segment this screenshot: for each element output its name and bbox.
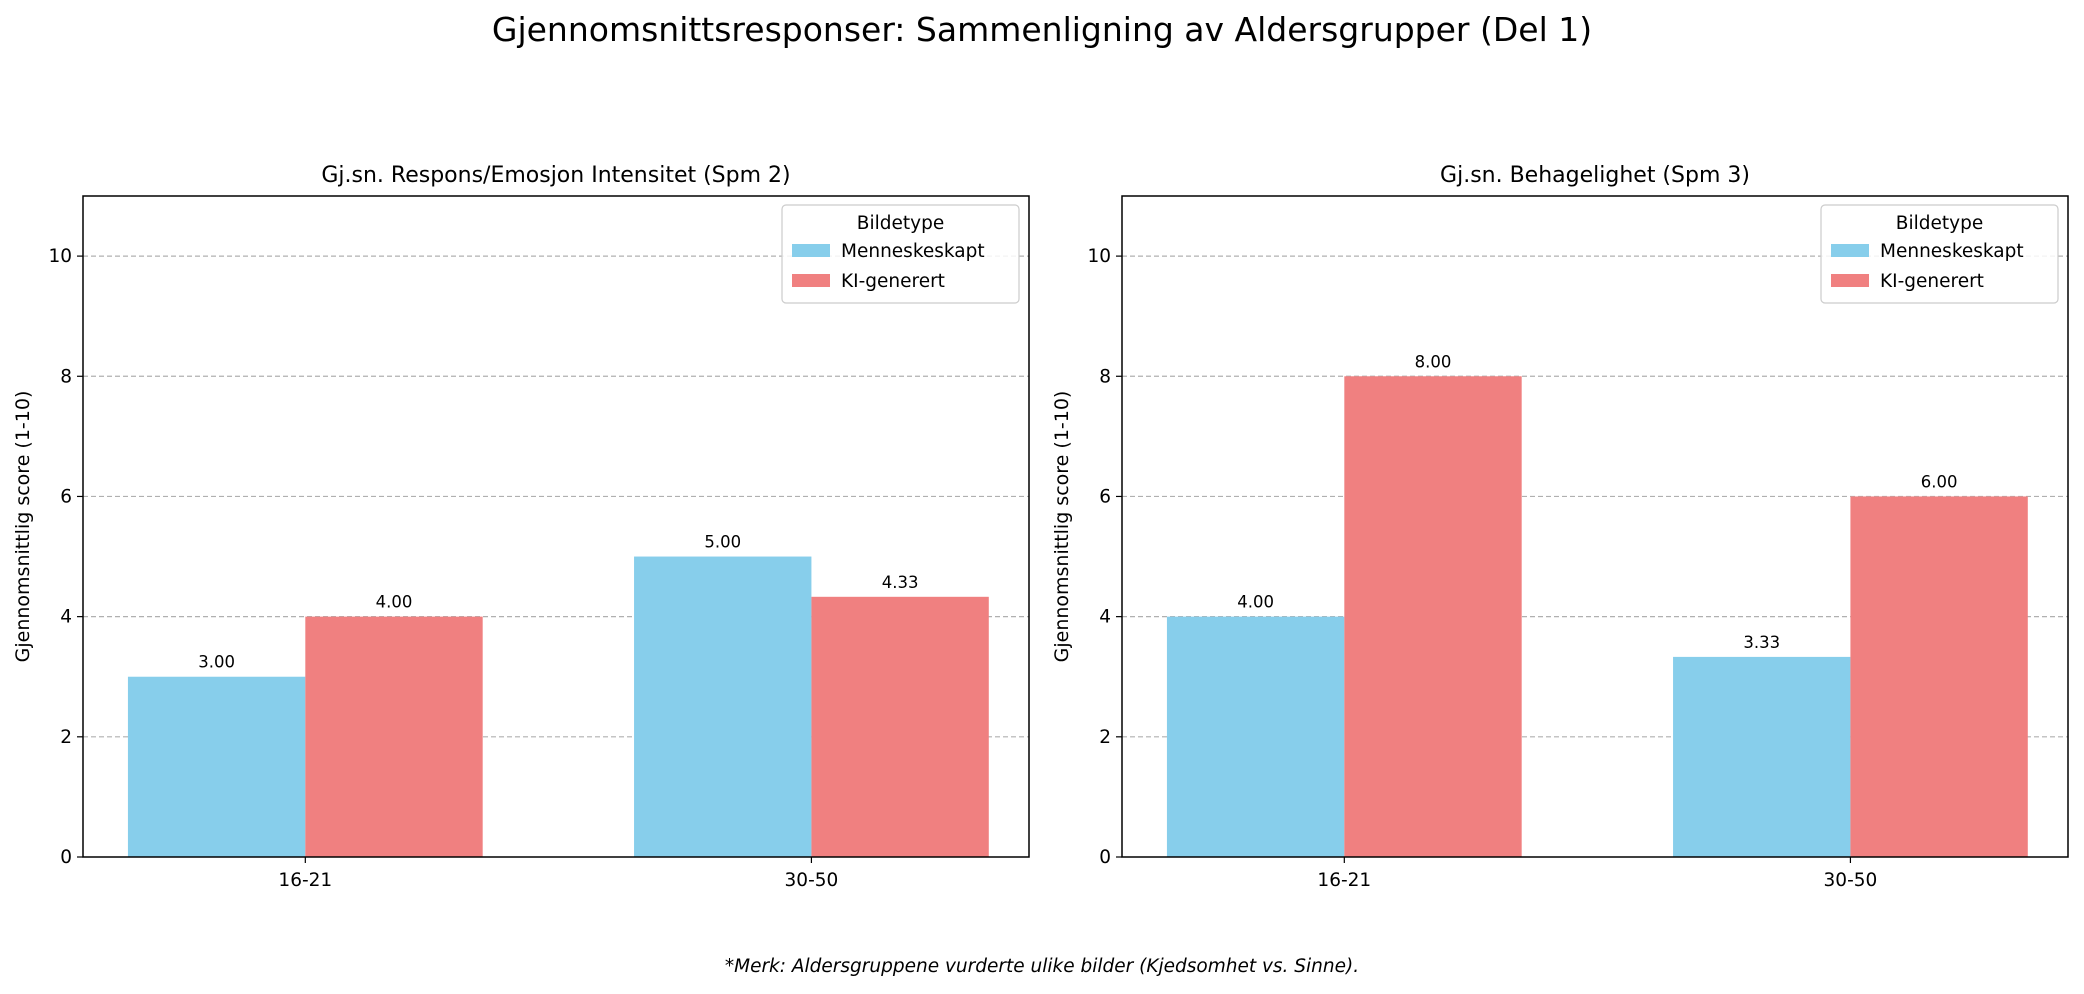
- y-tick-label: 4: [1099, 607, 1111, 628]
- y-tick-label: 0: [1099, 847, 1111, 868]
- legend-swatch: [1831, 244, 1869, 257]
- bar-value-label: 4.00: [1237, 593, 1274, 612]
- x-tick-label: 30-50: [1824, 870, 1878, 891]
- bar-ki-generert-30-50: [811, 596, 989, 857]
- chart-title: Gj.sn. Respons/Emosjon Intensitet (Spm 2…: [321, 163, 790, 188]
- bar-value-label: 4.00: [376, 593, 413, 612]
- legend-label: KI-generert: [1880, 271, 1984, 292]
- figure-title: Gjennomsnittsresponser: Sammenligning av…: [491, 10, 1593, 49]
- legend-swatch: [792, 244, 830, 257]
- legend: Bildetype Menneskeskapt KI-generert: [1820, 204, 2059, 304]
- y-tick-label: 6: [1099, 486, 1111, 507]
- y-tick-label: 6: [60, 486, 72, 507]
- plot-frame: [82, 195, 1030, 858]
- bar-value-label: 3.33: [1743, 633, 1780, 652]
- x-tick-label: 16-21: [278, 870, 332, 891]
- bar-menneskeskapt-16-21: [1166, 616, 1345, 857]
- y-tick-label: 4: [60, 607, 72, 628]
- bar-menneskeskapt-30-50: [634, 556, 812, 857]
- y-tick-label: 0: [60, 847, 72, 868]
- plot-frame: [1121, 195, 2069, 858]
- chart-panel-1: 0 2 4 6 8 10 3.00 5.00 4.00 4.33 16-21 30-50 Gj.sn. …: [12, 163, 1030, 891]
- legend-swatch: [792, 274, 830, 287]
- figure-footnote: *Merk: Aldersgruppene vurderte ulike bil…: [724, 956, 1360, 977]
- bar-ki-generert-16-21: [1344, 376, 1522, 857]
- bar-value-label: 5.00: [704, 533, 741, 552]
- legend-swatch: [1831, 274, 1869, 287]
- legend-label: KI-generert: [841, 271, 945, 292]
- bar-value-label: 6.00: [1921, 472, 1958, 491]
- bar-ki-generert-30-50: [1850, 496, 2028, 857]
- chart-title: Gj.sn. Behagelighet (Spm 3): [1440, 163, 1750, 188]
- y-tick-label: 10: [48, 246, 72, 267]
- bar-value-label: 4.33: [882, 573, 919, 592]
- legend-title: Bildetype: [1896, 213, 1983, 234]
- y-tick-label: 2: [60, 727, 72, 748]
- x-tick-label: 16-21: [1317, 870, 1371, 891]
- bar-value-label: 3.00: [198, 653, 235, 672]
- legend-title: Bildetype: [857, 213, 944, 234]
- y-axis-label: Gjennomsnittlig score (1-10): [12, 391, 34, 663]
- legend-label: Menneskeskapt: [1880, 241, 2024, 262]
- legend-label: Menneskeskapt: [841, 241, 985, 262]
- legend-box: [781, 204, 1020, 304]
- bar-value-label: 8.00: [1415, 352, 1452, 371]
- bar-menneskeskapt-30-50: [1673, 656, 1851, 857]
- bar-ki-generert-16-21: [305, 616, 483, 857]
- y-tick-label: 8: [1099, 366, 1111, 387]
- chart-panel-2: 0 2 4 6 8 10 4.00 3.33 8.00 6.00 16-21 30-50 Gj.sn. …: [1051, 163, 2069, 891]
- y-tick-label: 2: [1099, 727, 1111, 748]
- y-tick-label: 10: [1087, 246, 1111, 267]
- y-axis-label: Gjennomsnittlig score (1-10): [1051, 391, 1073, 663]
- y-tick-label: 8: [60, 366, 72, 387]
- x-tick-label: 30-50: [785, 870, 839, 891]
- legend-box: [1820, 204, 2059, 304]
- bar-menneskeskapt-16-21: [127, 676, 306, 857]
- legend: Bildetype Menneskeskapt KI-generert: [781, 204, 1020, 304]
